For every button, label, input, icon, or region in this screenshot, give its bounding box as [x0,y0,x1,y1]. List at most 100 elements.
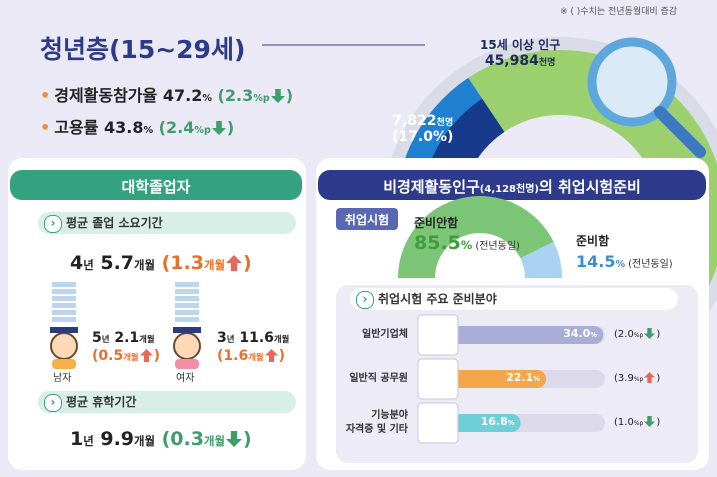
paren: ) [153,348,161,364]
field-label-line: 일반기업체 [362,329,408,340]
bullet: • [40,86,51,105]
figure-label-text: 남자 [53,373,72,384]
change-unit: 개월 [203,258,225,272]
arrow-up [264,349,278,362]
arrow-down [644,416,656,427]
exam-tag-text: 취업시험 [336,211,398,228]
paren: ) [656,417,661,428]
not-preparing-value: 85.5% (전년동일) [414,232,520,254]
section-pill: › 취업시험 주요 준비분야 [350,288,678,310]
figure-head [173,332,201,360]
unit: % [615,259,626,270]
youth-title: 청년층(15~29세) [40,30,245,66]
value: 16.8 [480,415,508,428]
figure-body [175,359,199,369]
figure-body [52,359,76,369]
unit: % [533,375,540,383]
year-unit: 년 [226,334,235,344]
unit: % [590,331,597,339]
total-unit: 천명 [538,58,556,68]
change: (0.5개월) [92,348,160,364]
note-text: ※ ( )수치는 전년동월대비 증감 [560,7,678,17]
pill-icon: › [356,291,374,309]
change-value: 2.4 [165,118,195,137]
paren: ) [278,348,286,364]
stack-stripe [175,289,199,294]
figure-label-text: 여자 [176,373,195,384]
note: (전년동일) [475,241,520,252]
unit: % [460,238,473,252]
field-bar [440,326,604,344]
arrow-shape [225,255,242,271]
field-value: 16.8% [481,415,515,428]
years: 3 [217,330,227,346]
tag-text: 취업시험 [344,213,390,227]
pill-text: 평균 휴학기간 [66,395,137,409]
field-label-line: 기능분야 [371,410,408,421]
arrow-shape [644,372,656,383]
label: 준비함 [576,234,610,248]
paren: ( [217,86,225,105]
not-preparing-sector [398,196,554,278]
change-unit: %p [633,420,644,427]
value: 22.1 [506,371,534,384]
total-value: 45,984 [484,53,539,69]
exam-title-part: 비경제활동인구 [383,178,480,196]
pill-icon: › [44,394,62,412]
year-unit: 년 [83,258,94,272]
change-unit: %p [633,376,644,383]
stack-stripe [52,310,76,315]
pill-icon: › [44,215,62,233]
arrow-shape [225,431,242,447]
change-unit: %p [194,125,211,136]
figure-cap [173,327,201,333]
youth-label: 7,822천명 (17.0%) [392,113,453,145]
stack-stripe [175,282,199,287]
field-icon [417,402,459,444]
months: 2.1 [114,330,140,346]
value: 85.5 [414,232,461,254]
stat-label: 고용률 [54,118,99,137]
total-label-text: 15세 이상 인구 [480,38,561,52]
arrow-shape [644,416,656,427]
field-icon [417,358,459,400]
figure-cap [50,327,78,333]
arrow-down [225,431,242,447]
paren: ( [614,373,618,384]
youth-stat: • 경제활동참가율 47.2% (2.3%p) [40,82,293,106]
magnifier-glass [587,37,677,127]
paren: ( [92,348,99,364]
stat-value: 47.2 [162,86,203,105]
year-unit: 년 [83,434,94,448]
avg-leave: 1년 9.9개월 (0.3개월) [70,428,252,450]
change-unit: 개월 [123,352,139,362]
exam-title-part: 의 취업시험준비 [538,178,641,196]
paren: ) [285,86,293,105]
arrow-up [644,372,656,383]
preparing-value: 14.5% (전년동일) [576,252,673,271]
value: 34.0 [563,327,591,340]
arrow-shape [211,121,226,135]
avg-duration: 4년 5.7개월 (1.3개월) [70,252,252,274]
field-value: 22.1% [506,371,540,384]
note: (전년동일) [628,259,673,270]
total-label: 15세 이상 인구 45,984천명 [480,36,560,69]
exam-title-part: (4,128천명) [479,184,539,195]
value: 14.5 [576,252,616,271]
group-duration: 3년 11.6개월 [217,330,289,346]
stack-stripe [52,303,76,308]
stat-label: 경제활동참가율 [54,86,158,105]
paren: ( [614,329,618,340]
magnifier-handle [654,106,706,158]
arrow-down [270,89,285,103]
paren: ) [242,428,252,450]
arrow-down [644,328,656,339]
change-value: 0.3 [170,428,204,450]
youth-value: 7,822 [392,113,437,129]
month-unit: 개월 [134,434,155,448]
note: ※ ( )수치는 전년동월대비 증감 [560,4,677,17]
stat-value: 43.8 [103,118,144,137]
preparing-label: 준비함 [576,232,609,249]
